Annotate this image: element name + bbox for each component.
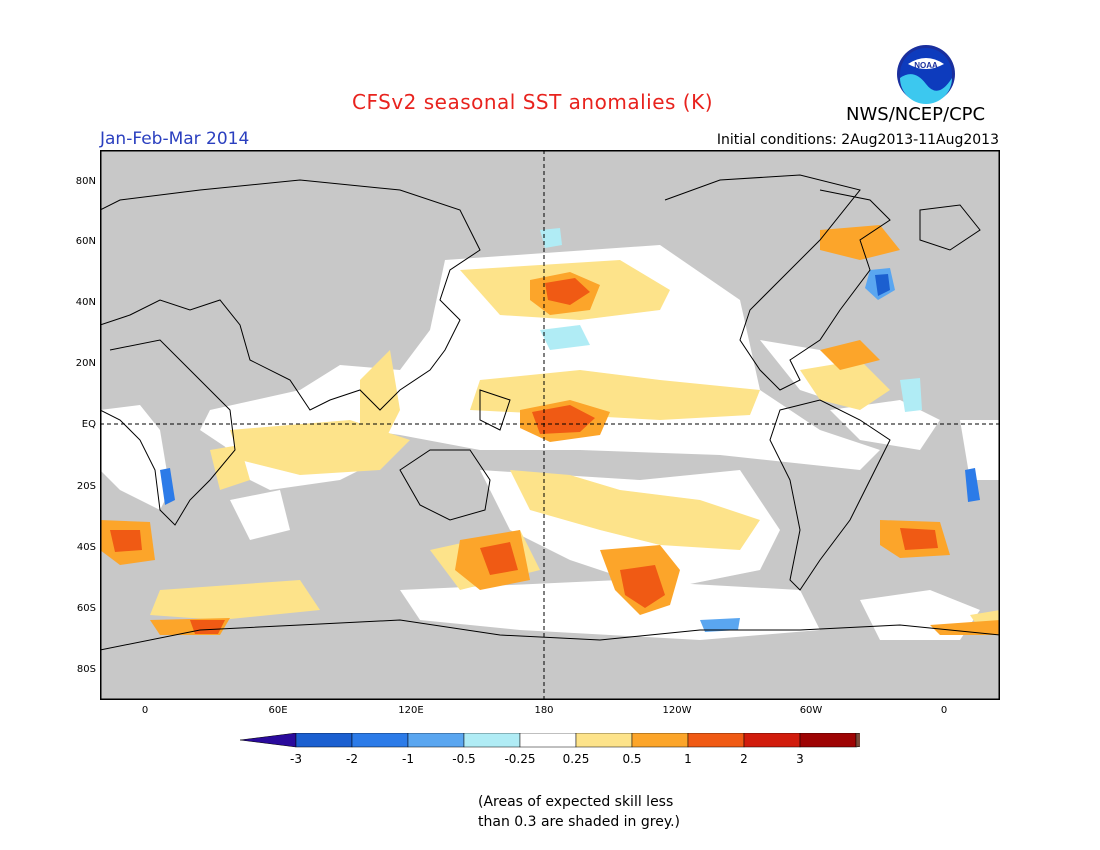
yellow-anomaly-regions	[150, 260, 1000, 630]
lat-label-eq: EQ	[81, 419, 96, 430]
lon-label-60w: 60W	[799, 705, 823, 716]
lat-label-20s: 20S	[76, 481, 96, 492]
lon-label-120w: 120W	[662, 705, 692, 716]
lat-label-40n: 40N	[75, 297, 96, 308]
colorbar-swatch	[743, 733, 801, 748]
lon-label-60e: 60E	[268, 705, 288, 716]
colorbar-swatch	[575, 733, 633, 748]
colorbar-label: 0.5	[622, 752, 642, 766]
svg-text:NOAA: NOAA	[914, 61, 938, 70]
colorbar-label: 0.25	[562, 752, 590, 766]
noaa-logo-icon: NOAA	[897, 45, 955, 104]
colorbar-swatch	[687, 733, 745, 748]
lon-label-0-right: 0	[940, 705, 948, 716]
blue-anomaly-regions	[160, 228, 980, 632]
colorbar-swatch-min	[240, 733, 297, 748]
colorbar-swatch	[799, 733, 857, 748]
coastlines	[100, 174, 1000, 651]
colorbar-label: 1	[684, 752, 692, 766]
colorbar-swatch	[631, 733, 689, 748]
colorbar-label: 3	[796, 752, 804, 766]
lat-label-60n: 60N	[75, 236, 96, 247]
lat-label-60s: 60S	[76, 603, 96, 614]
colorbar-label: -2	[346, 752, 358, 766]
lat-label-40s: 40S	[76, 542, 96, 553]
forecast-period: Jan-Feb-Mar 2014	[100, 129, 250, 149]
colorbar-label: -3	[290, 752, 302, 766]
lon-label-120e: 120E	[398, 705, 424, 716]
colorbar-swatch	[351, 733, 409, 748]
lat-label-80n: 80N	[75, 176, 96, 187]
lat-label-20n: 20N	[75, 358, 96, 369]
colorbar-swatch	[463, 733, 521, 748]
lon-label-0-left: 0	[141, 705, 149, 716]
initial-conditions: Initial conditions: 2Aug2013-11Aug2013	[716, 132, 999, 148]
lat-label-80s: 80S	[76, 664, 96, 675]
sst-anomaly-map	[100, 150, 1000, 700]
colorbar-swatch	[519, 733, 577, 748]
colorbar-swatch-max	[855, 733, 860, 748]
colorbar-swatch	[295, 733, 353, 748]
colorbar-label: -0.25	[504, 752, 536, 766]
lon-label-180: 180	[534, 705, 554, 716]
colorbar	[240, 733, 860, 748]
red-anomaly-regions	[110, 278, 938, 634]
agency-label: NWS/NCEP/CPC	[846, 104, 986, 125]
colorbar-swatch	[407, 733, 465, 748]
colorbar-label: -0.5	[452, 752, 476, 766]
colorbar-label: 2	[740, 752, 748, 766]
chart-title: CFSv2 seasonal SST anomalies (K)	[352, 90, 713, 114]
colorbar-label: -1	[402, 752, 414, 766]
skill-note: (Areas of expected skill less than 0.3 a…	[478, 794, 681, 830]
